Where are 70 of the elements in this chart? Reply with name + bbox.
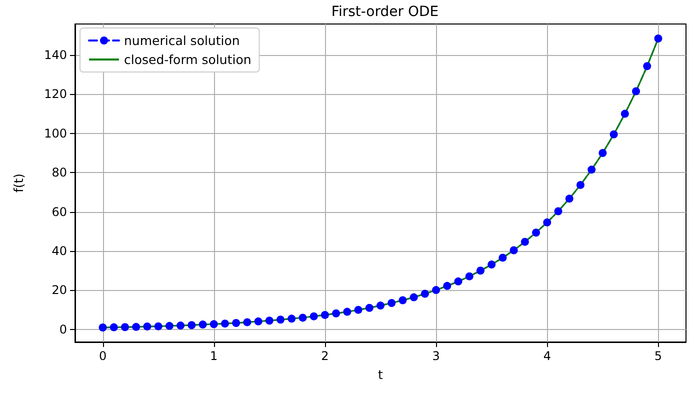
point <box>143 322 152 331</box>
point <box>488 260 496 269</box>
point <box>288 314 296 323</box>
chart-title: First-order ODE <box>331 4 439 20</box>
point <box>554 207 562 216</box>
point <box>243 318 252 326</box>
y-tick-label: 0 <box>59 322 67 336</box>
point <box>620 110 629 118</box>
point <box>410 293 418 302</box>
y-tick-label: 60 <box>52 204 67 219</box>
point <box>454 277 462 286</box>
point <box>176 322 185 330</box>
point <box>465 272 474 280</box>
point <box>610 130 618 138</box>
y-tick-label: 20 <box>52 283 67 298</box>
point <box>188 321 196 330</box>
point <box>354 306 362 314</box>
point <box>532 228 540 237</box>
point <box>520 238 529 246</box>
point <box>365 304 374 312</box>
y-tick-label: 140 <box>44 48 67 62</box>
point <box>643 62 652 70</box>
point <box>632 87 640 96</box>
x-axis-title: t <box>378 367 384 382</box>
point <box>565 194 574 203</box>
point <box>265 316 274 325</box>
point <box>165 322 174 330</box>
y-tick-label: 80 <box>52 166 67 180</box>
point <box>332 309 340 318</box>
point <box>588 166 596 174</box>
point <box>510 246 518 254</box>
point <box>254 317 262 326</box>
point <box>598 149 607 157</box>
point <box>320 310 329 319</box>
point <box>98 323 107 332</box>
x-tick-label: 3 <box>432 349 440 363</box>
point <box>388 298 396 307</box>
point <box>210 320 218 328</box>
point <box>420 290 429 298</box>
point <box>543 218 552 226</box>
point <box>498 254 507 262</box>
point <box>310 312 318 320</box>
y-axis-title: f(t) <box>11 173 26 193</box>
x-tick-label: 4 <box>543 349 551 363</box>
point <box>376 302 384 310</box>
point <box>576 180 584 189</box>
point <box>343 308 352 316</box>
legend-label: closed-form solution <box>124 52 252 67</box>
point <box>298 314 307 322</box>
x-tick-label: 5 <box>654 349 662 363</box>
legend-label: numerical solution <box>124 33 240 48</box>
point <box>110 323 118 332</box>
point <box>121 323 129 332</box>
y-tick-label: 120 <box>44 87 67 102</box>
point <box>198 320 207 329</box>
point <box>220 320 229 328</box>
point <box>398 296 407 304</box>
y-tick-label: 100 <box>44 126 67 140</box>
x-tick-label: 0 <box>98 349 107 363</box>
point <box>654 34 662 43</box>
point <box>232 318 240 327</box>
point <box>476 266 484 275</box>
x-tick-label: 2 <box>321 349 329 363</box>
point <box>154 322 162 330</box>
point <box>432 286 440 294</box>
x-tick-label: 1 <box>210 349 218 363</box>
point <box>132 322 140 331</box>
point <box>443 282 452 290</box>
y-tick-label: 40 <box>52 244 67 258</box>
point <box>276 316 285 324</box>
